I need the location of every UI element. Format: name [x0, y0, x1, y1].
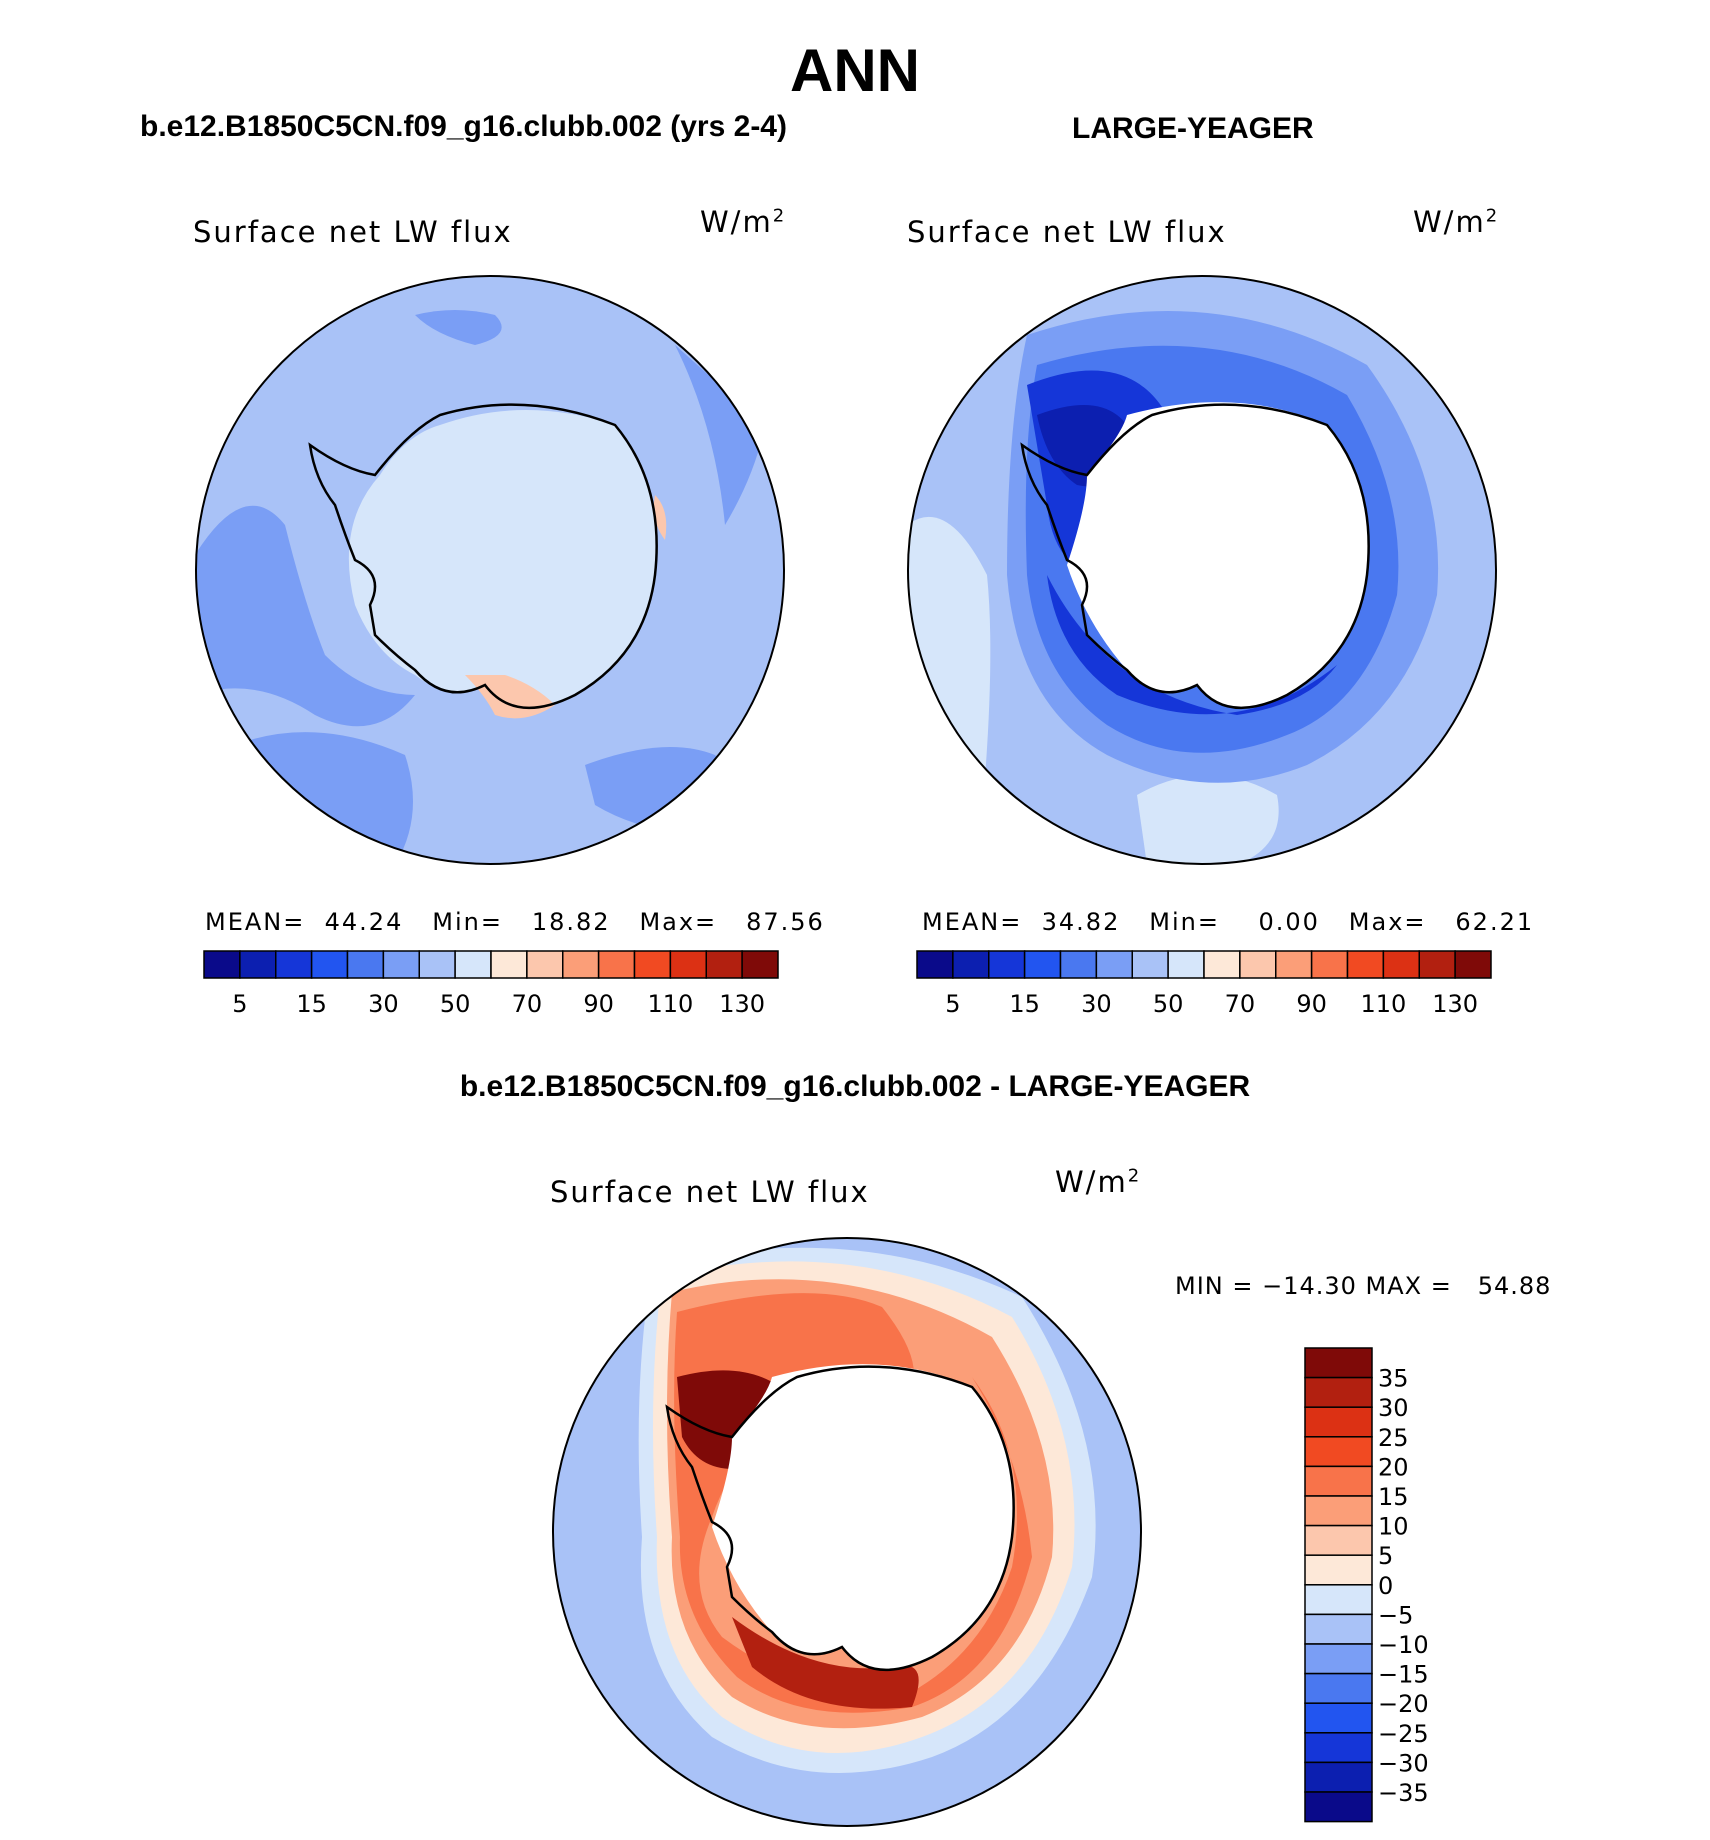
diff-colorbar-tick: 15 [1378, 1483, 1409, 1511]
left-colorbar: 5 15 30 50 70 90 110 130 [203, 950, 779, 1018]
diff-colorbar-box [1304, 1791, 1373, 1823]
right-colorbar: 5 15 30 50 70 90 110 130 [916, 950, 1492, 1018]
right-colorbar-box [1454, 950, 1492, 979]
right-colorbar-box [952, 950, 990, 979]
right-case-title: LARGE-YEAGER [1072, 112, 1314, 145]
diff-colorbar-box [1304, 1761, 1373, 1793]
left-colorbar-box [741, 950, 779, 979]
right-stats: MEAN= 34.82 Min= 0.00 Max= 62.21 [922, 908, 1535, 936]
right-colorbar-box [1095, 950, 1133, 979]
left-colorbar-box [239, 950, 277, 979]
right-colorbar-box [1023, 950, 1062, 979]
left-colorbar-box [490, 950, 528, 979]
diff-colorbar-box [1304, 1376, 1373, 1408]
right-colorbar-tick: 130 [1432, 990, 1478, 1018]
right-colorbar-box [1239, 950, 1277, 979]
diff-colorbar-tick: 5 [1378, 1542, 1393, 1570]
left-colorbar-tick: 15 [296, 990, 327, 1018]
left-stats: MEAN= 44.24 Min= 18.82 Max= 87.56 [205, 908, 825, 936]
right-colorbar-box [1382, 950, 1420, 979]
left-colorbar-tick: 70 [512, 990, 543, 1018]
diff-colorbar-tick: −25 [1378, 1720, 1429, 1748]
left-colorbar-tick: 110 [647, 990, 693, 1018]
right-colorbar-box [916, 950, 954, 979]
diff-minmax: MIN = −14.30 MAX = 54.88 [1175, 1272, 1552, 1300]
diff-colorbar-tick: −10 [1378, 1631, 1429, 1659]
right-colorbar-tick: 110 [1360, 990, 1406, 1018]
right-colorbar-tick: 70 [1225, 990, 1256, 1018]
diff-colorbar-box [1304, 1465, 1373, 1497]
diff-colorbar-tick: 35 [1378, 1365, 1409, 1393]
diff-colorbar-box [1304, 1643, 1373, 1675]
left-colorbar-box [275, 950, 313, 979]
right-colorbar-tick: 30 [1081, 990, 1112, 1018]
diff-colorbar-tick: −20 [1378, 1690, 1429, 1718]
right-colorbar-box [1167, 950, 1205, 979]
left-colorbar-box [418, 950, 456, 979]
right-colorbar-tick: 5 [945, 990, 960, 1018]
left-case-title: b.e12.B1850C5CN.f09_g16.clubb.002 (yrs 2… [140, 110, 787, 143]
diff-colorbar-box [1304, 1436, 1373, 1468]
right-colorbar-box [1275, 950, 1313, 979]
left-colorbar-box [705, 950, 743, 979]
diff-colorbar-tick: 20 [1378, 1453, 1409, 1481]
main-title: ANN [790, 37, 920, 104]
difference-map [552, 1237, 1142, 1827]
diff-colorbar-box [1304, 1495, 1373, 1527]
left-colorbar-box [346, 950, 385, 979]
diff-variable-label: Surface net LW flux [550, 1175, 870, 1209]
left-colorbar-box [669, 950, 707, 979]
left-units-label: W/m2 [700, 205, 787, 239]
diff-colorbar-box [1304, 1584, 1373, 1616]
diff-units-label: W/m2 [1055, 1165, 1142, 1199]
left-colorbar-box [310, 950, 349, 979]
right-colorbar-box [1203, 950, 1241, 979]
left-colorbar-box [597, 950, 636, 979]
diff-colorbar-tick: 0 [1378, 1572, 1393, 1600]
diff-colorbar-box [1304, 1702, 1373, 1734]
diff-colorbar-box [1304, 1613, 1373, 1645]
diff-colorbar-tick: −5 [1378, 1601, 1413, 1629]
right-colorbar-tick: 15 [1009, 990, 1040, 1018]
right-colorbar-box [988, 950, 1026, 979]
diff-colorbar-tick: −30 [1378, 1749, 1429, 1777]
right-variable-label: Surface net LW flux [907, 215, 1227, 249]
right-map [907, 275, 1497, 865]
diff-colorbar-tick: −35 [1378, 1779, 1429, 1807]
diff-colorbar-box [1304, 1347, 1373, 1379]
left-colorbar-tick: 5 [232, 990, 247, 1018]
diff-colorbar-box [1304, 1554, 1373, 1586]
left-colorbar-tick: 130 [719, 990, 765, 1018]
left-map [195, 275, 785, 865]
right-colorbar-box [1346, 950, 1385, 979]
diff-colorbar-box [1304, 1406, 1373, 1438]
diff-colorbar-tick: 25 [1378, 1424, 1409, 1452]
right-colorbar-box [1131, 950, 1169, 979]
right-colorbar-tick: 90 [1296, 990, 1327, 1018]
left-colorbar-box [562, 950, 600, 979]
right-colorbar-box [1418, 950, 1456, 979]
right-colorbar-tick: 50 [1153, 990, 1184, 1018]
diff-colorbar-tick: 30 [1378, 1394, 1409, 1422]
diff-colorbar-tick: 10 [1378, 1513, 1409, 1541]
left-colorbar-tick: 30 [368, 990, 399, 1018]
right-units-label: W/m2 [1413, 205, 1500, 239]
left-colorbar-box [633, 950, 672, 979]
diff-colorbar-tick: −15 [1378, 1661, 1429, 1689]
diff-colorbar-box [1304, 1524, 1373, 1556]
diff-colorbar-box [1304, 1672, 1373, 1704]
left-variable-label: Surface net LW flux [193, 215, 513, 249]
left-colorbar-box [526, 950, 564, 979]
difference-title: b.e12.B1850C5CN.f09_g16.clubb.002 - LARG… [459, 1070, 1251, 1103]
diff-colorbar-box [1304, 1732, 1373, 1764]
right-colorbar-box [1310, 950, 1349, 979]
left-colorbar-box [454, 950, 492, 979]
right-colorbar-box [1059, 950, 1098, 979]
left-colorbar-tick: 90 [583, 990, 614, 1018]
left-colorbar-box [382, 950, 420, 979]
left-colorbar-box [203, 950, 241, 979]
left-colorbar-tick: 50 [440, 990, 471, 1018]
